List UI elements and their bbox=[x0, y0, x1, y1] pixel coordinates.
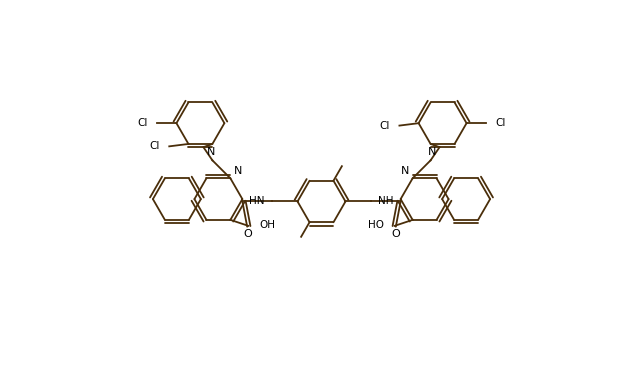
Text: O: O bbox=[391, 230, 400, 239]
Text: Cl: Cl bbox=[495, 118, 505, 128]
Text: Cl: Cl bbox=[149, 142, 159, 151]
Text: N: N bbox=[401, 166, 410, 176]
Text: NH: NH bbox=[379, 196, 394, 206]
Text: Cl: Cl bbox=[138, 118, 148, 128]
Text: N: N bbox=[206, 147, 215, 157]
Text: OH: OH bbox=[259, 220, 275, 230]
Text: N: N bbox=[233, 166, 242, 176]
Text: N: N bbox=[428, 147, 437, 157]
Text: O: O bbox=[243, 230, 252, 239]
Text: HN: HN bbox=[249, 196, 264, 206]
Text: HO: HO bbox=[368, 220, 384, 230]
Text: Cl: Cl bbox=[379, 120, 390, 131]
